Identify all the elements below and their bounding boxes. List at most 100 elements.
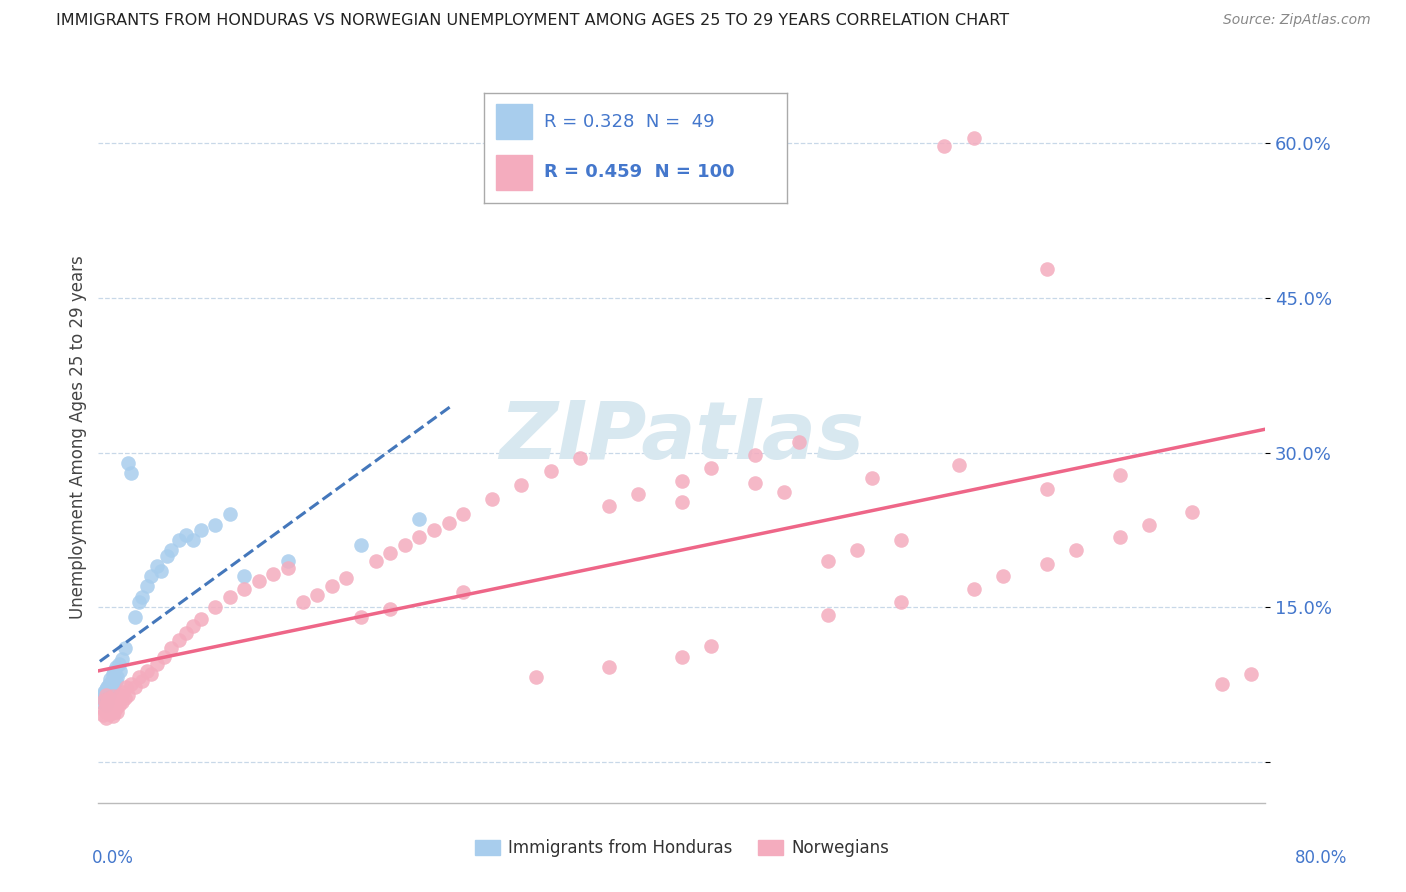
Text: Source: ZipAtlas.com: Source: ZipAtlas.com bbox=[1223, 13, 1371, 28]
Point bbox=[394, 538, 416, 552]
Point bbox=[135, 664, 157, 678]
Point bbox=[962, 131, 984, 145]
Point bbox=[1035, 262, 1057, 277]
Point bbox=[131, 674, 153, 689]
Point bbox=[97, 701, 120, 715]
Point bbox=[350, 610, 373, 624]
Point bbox=[101, 672, 124, 686]
Point bbox=[131, 590, 153, 604]
Point bbox=[101, 681, 124, 695]
Point bbox=[335, 571, 357, 585]
Point bbox=[97, 677, 120, 691]
Point bbox=[98, 697, 121, 711]
Point bbox=[437, 516, 460, 530]
Point bbox=[98, 684, 121, 698]
Point bbox=[277, 554, 299, 568]
Point bbox=[218, 590, 240, 604]
Point bbox=[350, 538, 373, 552]
Point bbox=[481, 491, 503, 506]
Point bbox=[671, 475, 693, 489]
Point bbox=[700, 639, 723, 653]
Point bbox=[110, 688, 132, 702]
Point bbox=[598, 660, 620, 674]
Point bbox=[103, 677, 125, 691]
Point bbox=[247, 574, 270, 589]
Point bbox=[110, 664, 132, 678]
Point bbox=[598, 499, 620, 513]
Legend: Immigrants from Honduras, Norwegians: Immigrants from Honduras, Norwegians bbox=[468, 832, 896, 864]
Point bbox=[97, 690, 120, 705]
Point bbox=[380, 547, 402, 561]
Point bbox=[108, 657, 131, 671]
Point bbox=[97, 688, 120, 702]
Point bbox=[100, 682, 122, 697]
Point bbox=[128, 670, 150, 684]
Point bbox=[962, 582, 984, 596]
Point bbox=[890, 533, 912, 547]
Text: ZIPatlas: ZIPatlas bbox=[499, 398, 865, 476]
Point bbox=[108, 698, 131, 712]
Point bbox=[408, 530, 430, 544]
Point bbox=[167, 533, 190, 547]
Point bbox=[568, 450, 591, 465]
Point bbox=[101, 689, 124, 703]
Point bbox=[1035, 482, 1057, 496]
Point bbox=[773, 484, 796, 499]
Point bbox=[103, 705, 125, 719]
Point bbox=[104, 701, 127, 715]
Point bbox=[120, 677, 142, 691]
Point bbox=[451, 508, 474, 522]
Point bbox=[146, 657, 169, 671]
Point bbox=[524, 670, 547, 684]
Point bbox=[91, 690, 114, 705]
Point bbox=[94, 688, 117, 702]
Point bbox=[190, 612, 212, 626]
Point bbox=[181, 533, 204, 547]
Point bbox=[190, 523, 212, 537]
Y-axis label: Unemployment Among Ages 25 to 29 years: Unemployment Among Ages 25 to 29 years bbox=[69, 255, 87, 619]
Point bbox=[98, 672, 121, 686]
Point bbox=[204, 600, 226, 615]
Point bbox=[146, 558, 169, 573]
Point bbox=[233, 569, 256, 583]
Point bbox=[94, 698, 117, 712]
Point bbox=[846, 543, 869, 558]
Point bbox=[627, 487, 650, 501]
Point bbox=[124, 610, 146, 624]
Point bbox=[153, 649, 176, 664]
Point bbox=[100, 703, 122, 717]
Point bbox=[98, 707, 121, 722]
Point bbox=[93, 684, 115, 698]
Point bbox=[277, 561, 299, 575]
Point bbox=[104, 660, 127, 674]
Point bbox=[135, 579, 157, 593]
Point bbox=[105, 705, 128, 719]
Point bbox=[93, 703, 115, 717]
Point bbox=[101, 698, 124, 713]
Point bbox=[160, 543, 183, 558]
Point bbox=[540, 464, 562, 478]
Point bbox=[93, 693, 115, 707]
Point bbox=[380, 602, 402, 616]
Point bbox=[96, 705, 118, 719]
Point bbox=[174, 625, 197, 640]
Point bbox=[1108, 468, 1130, 483]
Point bbox=[100, 674, 122, 689]
Point bbox=[112, 684, 135, 698]
Point bbox=[890, 595, 912, 609]
Point bbox=[174, 528, 197, 542]
Point bbox=[817, 608, 839, 623]
Point bbox=[291, 595, 314, 609]
Point bbox=[167, 633, 190, 648]
Point bbox=[744, 448, 766, 462]
Point bbox=[150, 564, 173, 578]
Point bbox=[423, 523, 446, 537]
Point bbox=[860, 471, 883, 485]
Point bbox=[91, 708, 114, 723]
Point bbox=[510, 478, 533, 492]
Point bbox=[233, 582, 256, 596]
Text: IMMIGRANTS FROM HONDURAS VS NORWEGIAN UNEMPLOYMENT AMONG AGES 25 TO 29 YEARS COR: IMMIGRANTS FROM HONDURAS VS NORWEGIAN UN… bbox=[56, 13, 1010, 29]
Point bbox=[91, 688, 114, 702]
Point bbox=[1064, 543, 1087, 558]
Point bbox=[307, 588, 329, 602]
